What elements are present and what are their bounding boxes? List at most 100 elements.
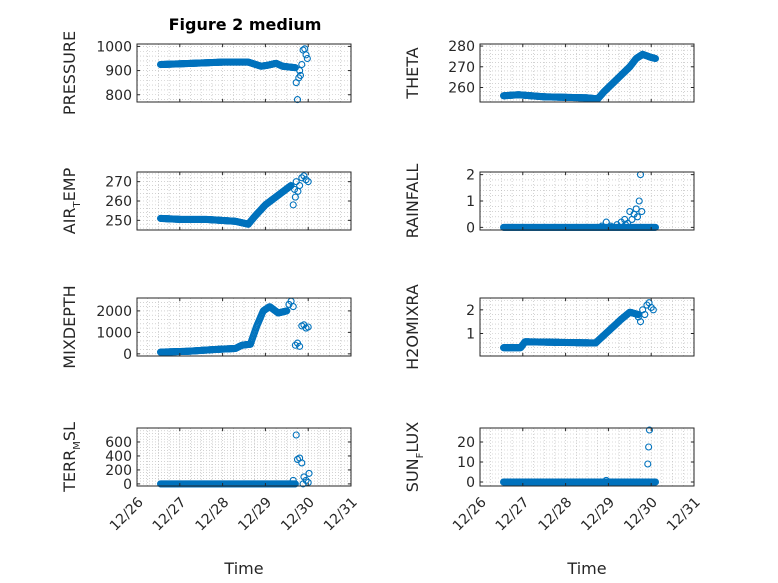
- data-point: [634, 313, 642, 321]
- x-tick-label: 12/26: [450, 494, 490, 534]
- data-point: [290, 185, 299, 193]
- data-point: [303, 54, 311, 63]
- data-point: [291, 341, 299, 349]
- data-point: [649, 306, 657, 314]
- data-point: [302, 176, 310, 184]
- axes-box: [479, 427, 695, 487]
- data-point: [632, 205, 640, 213]
- data-point: [283, 307, 291, 315]
- data-point: [651, 54, 660, 63]
- x-tick-label: 12/26: [107, 494, 147, 534]
- data-point: [300, 473, 308, 481]
- series-markers: [156, 45, 311, 104]
- data-point: [298, 174, 306, 182]
- x-tick-label: 12/27: [493, 494, 533, 534]
- data-point: [633, 213, 642, 221]
- data-point: [635, 197, 643, 205]
- y-tick-label: 0: [123, 347, 132, 363]
- axes-box: [479, 43, 695, 103]
- data-point: [298, 459, 306, 467]
- y-tick-label: 20: [457, 435, 475, 451]
- data-point: [300, 172, 308, 180]
- y-tick-label: 0: [123, 477, 132, 493]
- y-tick-label: 600: [105, 435, 132, 451]
- data-point: [292, 431, 300, 439]
- y-axis-label: AIRTEMP: [60, 167, 83, 234]
- y-axis-label: THETA: [403, 47, 422, 99]
- data-point: [304, 323, 312, 331]
- panel-sun-flux: 0 10 20 12/26 12/27 12/28 12/29 12/30 12/31 Time S…: [403, 422, 704, 578]
- data-point: [641, 311, 649, 319]
- y-tick-label: 280: [448, 39, 475, 55]
- series-markers: [499, 426, 660, 486]
- y-tick-label: 0: [466, 475, 475, 491]
- data-point: [305, 469, 313, 477]
- y-tick-label: 2: [466, 303, 475, 319]
- data-point: [296, 67, 304, 75]
- y-tick-label: 1000: [96, 39, 132, 55]
- series-markers: [499, 299, 657, 352]
- y-tick-label: 2000: [96, 304, 132, 320]
- panel-rainfall: 0 1 2 RAINFALL: [403, 164, 695, 239]
- axes-box: [136, 43, 352, 103]
- y-tick-label: 900: [105, 64, 132, 80]
- data-point: [606, 222, 615, 230]
- plot-area: [480, 428, 694, 486]
- y-tick-label: 400: [105, 449, 132, 465]
- plot-area: [480, 172, 694, 230]
- y-tick-label: 260: [105, 194, 132, 210]
- data-point: [651, 478, 660, 486]
- data-point: [298, 60, 306, 69]
- series-markers: [156, 297, 312, 356]
- x-tick-label: 12/31: [321, 494, 361, 534]
- x-tick-label: 12/29: [235, 494, 275, 534]
- y-tick-label: 1: [466, 194, 475, 210]
- data-point: [645, 443, 653, 451]
- y-axis-label: TERRMSL: [60, 422, 83, 493]
- data-point: [289, 201, 297, 209]
- y-tick-label: 270: [105, 175, 132, 191]
- data-point: [598, 222, 606, 230]
- x-tick-label: 12/28: [536, 494, 576, 534]
- data-point: [289, 303, 297, 311]
- panel-theta: 260 270 280 THETA: [403, 39, 695, 103]
- y-axis-label: RAINFALL: [403, 164, 422, 239]
- data-point: [296, 71, 305, 79]
- series-markers: [156, 172, 312, 228]
- y-tick-label: 260: [448, 81, 475, 97]
- series-markers: [156, 431, 313, 488]
- y-tick-label: 800: [105, 88, 132, 104]
- y-axis-label: MIXDEPTH: [60, 285, 79, 368]
- y-tick-label: 0: [466, 220, 475, 236]
- data-point: [621, 221, 630, 229]
- y-axis-label: PRESSURE: [60, 31, 79, 115]
- data-point: [291, 480, 299, 488]
- axes-box: [479, 297, 695, 357]
- data-point: [304, 178, 312, 186]
- x-tick-label: 12/31: [664, 494, 704, 534]
- grid: [479, 428, 695, 487]
- data-point: [302, 51, 310, 59]
- x-axis-label: Time: [566, 559, 606, 578]
- y-tick-label: 1: [466, 327, 475, 343]
- x-tick-label: 12/27: [150, 494, 190, 534]
- data-point: [293, 96, 302, 104]
- x-tick-label: 12/30: [621, 494, 661, 534]
- y-tick-label: 250: [105, 213, 132, 229]
- y-tick-label: 270: [448, 60, 475, 76]
- figure-title: Figure 2 medium: [169, 15, 322, 34]
- y-tick-label: 2: [466, 168, 475, 184]
- panel-h2omixra: 1 2 H2OMIXRA: [403, 284, 695, 370]
- x-tick-label: 12/30: [278, 494, 318, 534]
- y-axis-label: SUNFLUX: [403, 422, 426, 492]
- grid: [136, 427, 352, 486]
- data-point: [644, 460, 652, 468]
- data-point: [602, 476, 610, 484]
- data-point: [296, 181, 304, 190]
- data-point: [645, 426, 654, 434]
- panel-pressure: 800 900 1000 PRESSURE: [60, 31, 352, 115]
- x-axis-label: Time: [223, 559, 263, 578]
- series-markers: [499, 50, 660, 103]
